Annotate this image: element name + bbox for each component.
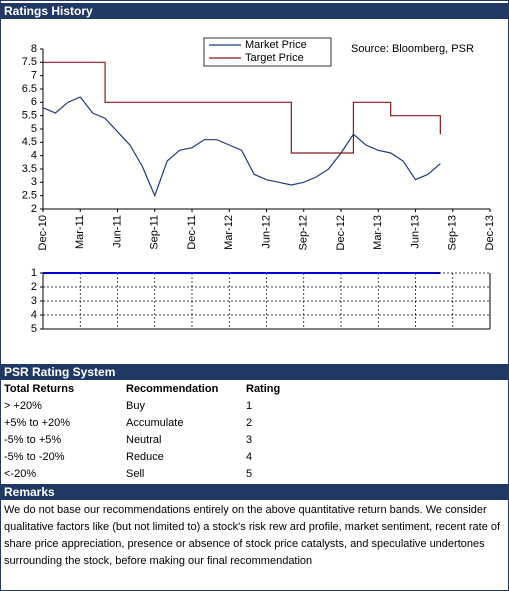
y-tick-label: 4 <box>31 150 37 162</box>
y-tick-label: 3 <box>31 176 37 188</box>
table-cell: 4 <box>246 451 253 463</box>
y-tick-label: 3 <box>31 295 37 307</box>
series-line <box>42 96 441 198</box>
table-header: Recommendation <box>126 383 219 395</box>
y-tick-label: 5 <box>31 323 37 335</box>
table-cell: 1 <box>246 400 253 412</box>
y-tick-label: 6 <box>31 96 37 108</box>
table-cell: 3 <box>246 434 253 446</box>
y-tick-label: 8 <box>31 43 37 55</box>
series-line <box>43 61 441 154</box>
table-header: Total Returns <box>4 383 75 395</box>
table-cell: <-20% <box>4 468 37 480</box>
table-cell: Reduce <box>126 451 164 463</box>
section-header: Remarks <box>1 484 508 500</box>
y-tick-label: 5.5 <box>22 110 37 122</box>
legend-label: Target Price <box>245 52 304 64</box>
legend-box <box>203 37 332 67</box>
source-note: Source: Bloomberg, PSR <box>351 43 474 55</box>
section-header: PSR Rating System <box>1 364 508 380</box>
x-tick-label: Mar-11 <box>74 215 86 249</box>
y-tick-label: 7.5 <box>22 56 37 68</box>
legend-label: Market Price <box>245 39 307 51</box>
x-tick-label: Jun-13 <box>409 215 421 249</box>
x-tick-label: Sep-11 <box>149 215 161 250</box>
y-tick-label: 2 <box>31 203 37 215</box>
x-tick-label: Jun-11 <box>111 215 123 248</box>
y-tick-label: 1 <box>31 267 37 279</box>
table-cell: -5% to +5% <box>4 434 62 446</box>
y-tick-label: 2 <box>31 281 37 293</box>
table-cell: Buy <box>126 400 145 412</box>
section-header: Ratings History <box>1 3 508 19</box>
y-tick-label: 5 <box>31 123 37 135</box>
table-cell: Neutral <box>126 434 162 446</box>
table-cell: -5% to -20% <box>4 451 65 463</box>
x-tick-label: Jun-12 <box>260 215 272 249</box>
y-tick-label: 4.5 <box>22 136 37 148</box>
table-cell: Accumulate <box>126 417 184 429</box>
x-tick-label: Dec-12 <box>335 215 347 250</box>
x-tick-label: Sep-12 <box>298 215 310 250</box>
x-tick-label: Mar-12 <box>223 215 235 250</box>
y-tick-label: 3.5 <box>22 163 37 175</box>
x-tick-label: Dec-13 <box>484 215 496 250</box>
table-cell: 5 <box>246 468 253 480</box>
y-tick-label: 7 <box>31 70 37 82</box>
x-tick-label: Dec-11 <box>186 215 198 250</box>
y-tick-label: 2.5 <box>22 190 37 202</box>
table-cell: +5% to +20% <box>4 417 71 429</box>
table-header: Rating <box>246 383 281 395</box>
table-cell: Sell <box>126 468 145 480</box>
y-tick-label: 4 <box>31 309 37 321</box>
y-tick-label: 6.5 <box>22 83 37 95</box>
x-tick-label: Dec-10 <box>37 215 49 250</box>
table-cell: 2 <box>246 417 253 429</box>
x-tick-label: Sep-13 <box>447 215 459 250</box>
x-tick-label: Mar-13 <box>372 215 384 250</box>
table-cell: > +20% <box>4 400 42 412</box>
remarks-text: We do not base our recommendations entir… <box>4 504 501 567</box>
